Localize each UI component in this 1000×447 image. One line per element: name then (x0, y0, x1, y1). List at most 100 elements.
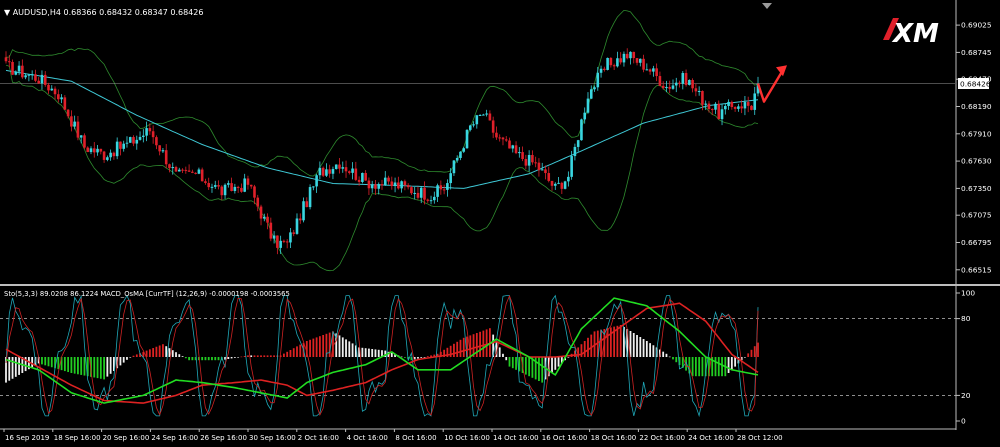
candle-body (652, 68, 655, 72)
candle (171, 162, 175, 175)
candle-body (66, 109, 70, 117)
candle (230, 177, 233, 192)
osma-bar (606, 328, 609, 357)
time-tick-label: 4 Oct 16:00 (347, 434, 388, 442)
candle-body (701, 91, 704, 105)
candle (740, 100, 743, 114)
candle (560, 181, 564, 194)
candle (344, 160, 348, 178)
candle-body (50, 88, 54, 91)
current-price-text: 0.68426 (960, 80, 991, 89)
indicator-info: Sto(5,3,3) 89.0208 86.1224 MACD_OsMA [Cu… (4, 290, 290, 298)
candle (433, 191, 436, 204)
candle-body (688, 80, 691, 85)
candle-body (344, 167, 348, 172)
symbol-info-text: AUDUSD,H4 0.68366 0.68432 0.68347 0.6842… (13, 8, 204, 17)
candle-body (478, 114, 482, 116)
candle (730, 100, 734, 110)
candle-body (148, 128, 152, 132)
osma-bar (574, 350, 576, 357)
candle (599, 65, 603, 78)
osma-bar (619, 325, 622, 357)
osma-bar (338, 335, 341, 357)
osma-bar (83, 357, 86, 376)
candle-body (128, 137, 132, 143)
time-tick-label: 2 Oct 16:00 (298, 434, 339, 442)
osma-bar (8, 357, 11, 381)
candle-body (727, 101, 730, 106)
candle (164, 144, 168, 168)
candle (674, 77, 678, 93)
osma-bar (436, 353, 439, 357)
osma-bar (96, 357, 99, 379)
candle (102, 150, 106, 163)
osma-bar (439, 351, 442, 357)
osma-bar (309, 339, 311, 357)
osma-bar (675, 357, 678, 363)
candle (616, 51, 619, 68)
candle (331, 166, 335, 180)
candle (455, 155, 459, 163)
candle-body (354, 168, 358, 180)
osma-bar (351, 343, 354, 357)
candle-body (223, 184, 227, 196)
candle-body (213, 185, 217, 187)
oscillator-panel[interactable] (0, 294, 956, 418)
candle-body (544, 169, 547, 174)
candle (341, 161, 345, 173)
osma-bar (694, 357, 697, 377)
osma-bar (60, 357, 63, 371)
osma-bar (632, 333, 635, 357)
price-panel[interactable] (0, 9, 955, 272)
stochastic-lines (5, 294, 759, 418)
candle (658, 71, 662, 87)
candle-body (426, 199, 430, 201)
osma-bar (750, 349, 753, 357)
candle-body (341, 167, 345, 169)
oscillator-axis[interactable]: 100 80 20 0 (956, 289, 975, 426)
candle-body (629, 51, 632, 59)
osma-bar (554, 357, 557, 370)
candle-body (547, 173, 551, 181)
osma-bar (511, 357, 514, 369)
time-axis[interactable]: 16 Sep 2019 18 Sep 16:00 20 Sep 16:00 24 Se… (3, 429, 783, 442)
candle (501, 136, 505, 146)
osma-bar (668, 356, 671, 358)
candle (210, 183, 214, 193)
candle-body (488, 113, 492, 121)
candle-body (527, 155, 531, 166)
candle-body (4, 57, 8, 62)
osma-bar (325, 333, 328, 357)
osma-bar (27, 357, 30, 370)
candle (240, 183, 243, 193)
candle (204, 178, 207, 185)
candle-body (73, 121, 76, 127)
candle (207, 177, 211, 190)
candle-body (570, 156, 573, 177)
osma-bar (73, 357, 76, 374)
candle (410, 185, 413, 196)
candle-body (442, 189, 446, 191)
osma-bar (237, 357, 240, 358)
osma-bar (387, 351, 390, 357)
candle-body (720, 109, 724, 120)
candle-body (269, 222, 273, 239)
time-tick-label: 10 Oct 16:00 (444, 434, 490, 442)
candle-body (184, 169, 188, 171)
candle-body (429, 200, 433, 202)
chart-shift-marker[interactable] (762, 3, 772, 9)
candle-body (452, 160, 456, 174)
candle-body (102, 151, 106, 160)
candle (603, 66, 606, 72)
osma-bar (410, 357, 413, 361)
candle (423, 181, 426, 205)
candle (30, 70, 34, 80)
candle-body (14, 71, 18, 75)
candle (106, 155, 109, 162)
candle (364, 170, 367, 181)
candle-body (361, 172, 364, 182)
osma-bar (139, 353, 141, 357)
candle (537, 158, 541, 177)
osma-bar (5, 357, 7, 383)
candle (213, 180, 217, 189)
